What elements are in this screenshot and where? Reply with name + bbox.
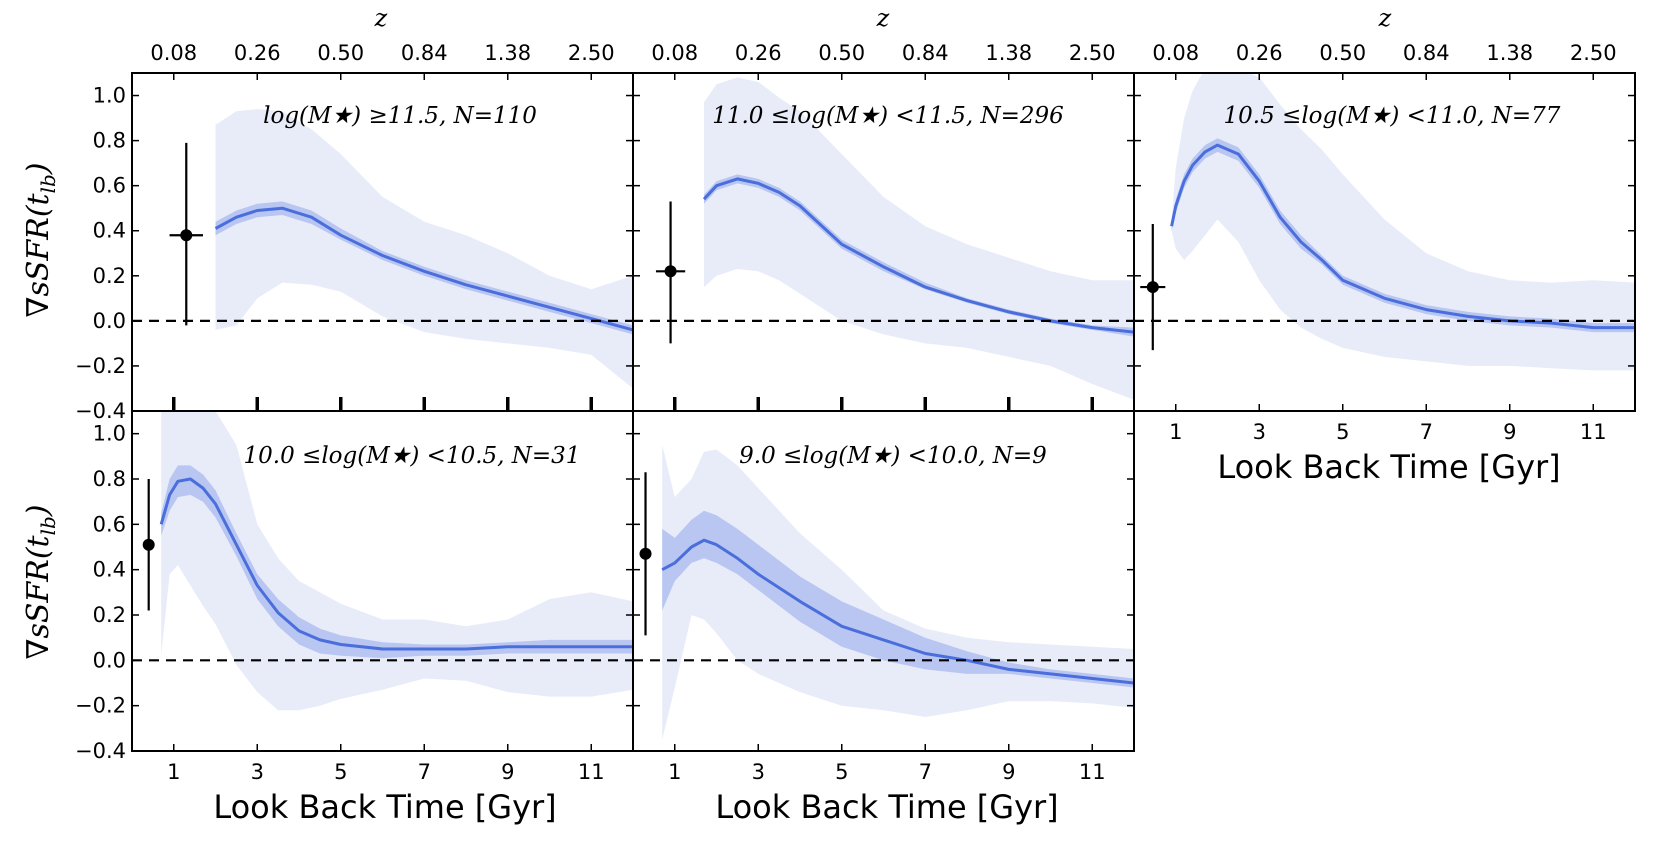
y-axis-label: ∇sSFR(tlb): [21, 505, 60, 660]
data-point: [1146, 281, 1159, 294]
panel-title: log(M★) ≥11.5, N=110: [263, 103, 537, 129]
x-tick-label: 9: [1002, 760, 1015, 784]
top-tick-label: 2.50: [568, 41, 615, 65]
median-line: [214, 206, 633, 332]
top-axis-label: z: [876, 4, 890, 32]
x-tick-label: 1: [167, 760, 180, 784]
x-tick-label: 11: [1580, 420, 1607, 444]
median-line: [159, 477, 633, 651]
x-tick-label: 7: [418, 760, 431, 784]
y-tick-label: 0.8: [93, 467, 126, 491]
y-tick-label: 0.0: [93, 648, 126, 672]
top-tick-label: 0.84: [401, 41, 448, 65]
x-axis-label: Look Back Time [Gyr]: [715, 788, 1058, 826]
top-tick-label: 0.26: [1236, 41, 1283, 65]
plot-area: [633, 77, 1134, 400]
median-line: [702, 177, 1134, 334]
panel-title: 10.0 ≤log(M★) <10.5, N=31: [244, 443, 581, 469]
top-tick-label: 0.84: [1403, 41, 1450, 65]
x-axis-label: Look Back Time [Gyr]: [213, 788, 556, 826]
top-tick-label: 2.50: [1069, 41, 1116, 65]
axes-frame: [1133, 72, 1636, 412]
data-point: [664, 265, 677, 278]
panel-title: 9.0 ≤log(M★) <10.0, N=9: [739, 443, 1047, 469]
x-tick-label: 3: [251, 760, 264, 784]
x-tick-label: 7: [1420, 420, 1433, 444]
y-tick-label: 0.0: [93, 309, 126, 333]
x-tick-label: 3: [752, 760, 765, 784]
chart-panel-4: −0.4 −0.2 0.0 0.2 0.4 0.6 0.8 1.0 1 3 5 7 9 11 10.0 ≤l…: [75, 410, 634, 784]
chart-panel-3: 1 3 5 7 9 11 0.08 0.26 0.50 0.84 1.38 2.50 10.5 ≤log…: [1133, 41, 1636, 444]
top-tick-label: 0.50: [1319, 41, 1366, 65]
y-tick-label: 0.6: [93, 512, 126, 536]
chart-panel-5: 1 3 5 7 9 11 9.0 ≤log(M★) <10.0, N=9: [632, 410, 1135, 784]
x-tick-label: 5: [1336, 420, 1349, 444]
y-tick-label: 0.2: [93, 264, 126, 288]
y-tick-label: −0.2: [75, 354, 126, 378]
x-tick-label: 5: [835, 760, 848, 784]
y-tick-label: −0.4: [75, 399, 126, 423]
top-tick-label: 0.08: [150, 41, 197, 65]
top-axis-label: z: [374, 4, 388, 32]
top-tick-label: 1.38: [985, 41, 1032, 65]
median-line: [661, 538, 1134, 685]
x-tick-label: 1: [1169, 420, 1182, 444]
x-tick-label: 9: [501, 760, 514, 784]
y-tick-label: −0.2: [75, 694, 126, 718]
plot-area: [132, 411, 633, 711]
data-point: [142, 538, 155, 551]
uncertainty-band: [662, 510, 1134, 688]
outer-scatter-band: [704, 77, 1134, 400]
x-axis-label: Look Back Time [Gyr]: [1217, 448, 1560, 486]
y-axis-label: ∇sSFR(tlb): [21, 163, 60, 318]
top-tick-label: 2.50: [1570, 41, 1617, 65]
y-tick-label: 0.4: [93, 558, 126, 582]
outer-scatter-band: [662, 445, 1134, 740]
top-tick-label: 0.26: [234, 41, 281, 65]
panel-title: 10.5 ≤log(M★) <11.0, N=77: [1224, 103, 1561, 129]
x-tick-label: 11: [578, 760, 605, 784]
x-tick-label: 5: [334, 760, 347, 784]
y-tick-label: 0.6: [93, 174, 126, 198]
x-tick-label: 7: [919, 760, 932, 784]
uncertainty-band: [161, 465, 633, 659]
y-tick-label: 0.4: [93, 219, 126, 243]
x-tick-label: 3: [1253, 420, 1266, 444]
x-tick-label: 11: [1079, 760, 1106, 784]
axes-frame: [632, 410, 1135, 752]
panel-title: 11.0 ≤log(M★) <11.5, N=296: [712, 103, 1064, 129]
x-tick-label: 9: [1503, 420, 1516, 444]
x-tick-label: 1: [668, 760, 681, 784]
top-tick-label: 0.50: [818, 41, 865, 65]
top-tick-label: 0.26: [735, 41, 782, 65]
outer-scatter-band: [161, 411, 633, 711]
y-tick-label: 0.2: [93, 603, 126, 627]
y-tick-label: 1.0: [93, 84, 126, 108]
top-tick-label: 0.84: [902, 41, 949, 65]
y-tick-label: −0.4: [75, 739, 126, 763]
plot-area: [132, 109, 633, 389]
top-tick-label: 1.38: [1486, 41, 1533, 65]
outer-scatter-band: [215, 109, 633, 389]
chart-panel-1: −0.4 −0.2 0.0 0.2 0.4 0.6 0.8 1.0 0.08 0.26 0.50 0.…: [75, 41, 634, 423]
y-tick-label: 0.8: [93, 129, 126, 153]
outer-scatter-band: [1171, 73, 1635, 371]
top-tick-label: 0.08: [651, 41, 698, 65]
top-axis-label: z: [1378, 4, 1392, 32]
data-point: [639, 547, 652, 560]
top-tick-label: 1.38: [484, 41, 531, 65]
plot-area: [633, 445, 1134, 740]
data-point: [180, 229, 193, 242]
top-tick-label: 0.08: [1152, 41, 1199, 65]
chart-panel-2: 0.08 0.26 0.50 0.84 1.38 2.50 11.0 ≤log(M★) <1…: [632, 41, 1135, 412]
y-tick-label: 1.0: [93, 422, 126, 446]
plot-area: [1134, 73, 1635, 371]
top-tick-label: 0.50: [317, 41, 364, 65]
